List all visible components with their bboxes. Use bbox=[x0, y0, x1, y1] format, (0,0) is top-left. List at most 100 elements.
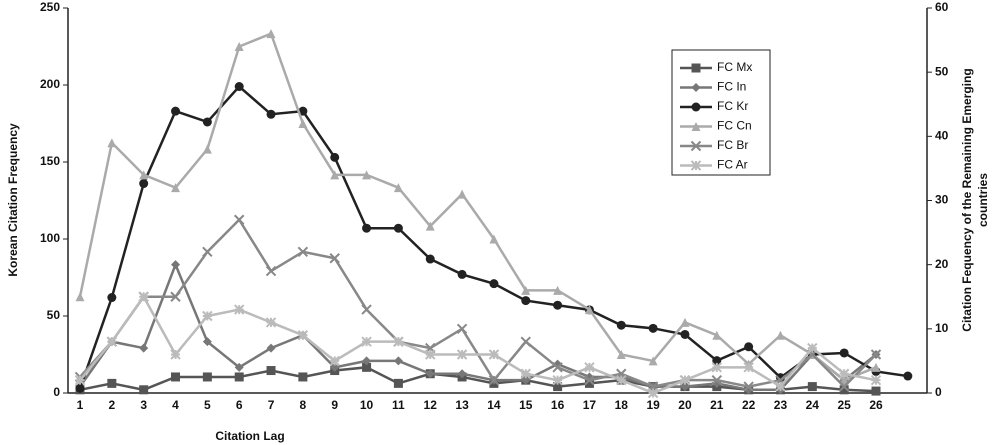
marker bbox=[553, 382, 563, 392]
marker bbox=[679, 374, 691, 386]
marker bbox=[743, 362, 754, 373]
legend-label: FC Mx bbox=[717, 60, 752, 74]
y2-axis-label: countries bbox=[976, 173, 990, 227]
y2-tick-label: 50 bbox=[935, 64, 949, 78]
x-tick-label: 19 bbox=[646, 398, 660, 412]
marker bbox=[139, 179, 149, 189]
y2-tick-label: 10 bbox=[935, 321, 949, 335]
marker bbox=[489, 279, 499, 289]
marker bbox=[425, 254, 435, 264]
legend-marker bbox=[691, 102, 701, 112]
x-tick-label: 21 bbox=[710, 398, 724, 412]
marker bbox=[171, 372, 181, 382]
legend-label: FC Ar bbox=[717, 158, 748, 172]
marker bbox=[107, 378, 117, 388]
marker bbox=[266, 343, 276, 353]
marker bbox=[616, 374, 627, 386]
marker bbox=[234, 362, 244, 372]
marker bbox=[871, 386, 881, 396]
series-line bbox=[78, 32, 877, 382]
marker bbox=[234, 82, 244, 92]
marker bbox=[553, 285, 563, 295]
marker bbox=[265, 265, 277, 277]
marker bbox=[584, 378, 594, 388]
marker bbox=[584, 374, 595, 386]
marker bbox=[648, 323, 658, 333]
marker bbox=[329, 253, 340, 264]
series-line bbox=[79, 294, 877, 395]
marker bbox=[712, 356, 722, 366]
marker bbox=[361, 336, 372, 347]
marker bbox=[362, 223, 372, 233]
marker bbox=[553, 300, 563, 310]
marker bbox=[106, 336, 118, 347]
marker bbox=[425, 221, 435, 231]
marker bbox=[393, 356, 403, 366]
marker bbox=[680, 329, 690, 339]
legend-marker bbox=[691, 122, 701, 131]
marker bbox=[552, 362, 563, 373]
marker bbox=[521, 285, 531, 295]
marker bbox=[74, 374, 86, 386]
marker bbox=[838, 368, 850, 379]
x-tick-label: 20 bbox=[678, 398, 692, 412]
marker bbox=[362, 362, 372, 372]
x-tick-label: 8 bbox=[300, 398, 307, 412]
marker bbox=[266, 109, 276, 119]
marker bbox=[521, 296, 531, 306]
marker bbox=[711, 374, 723, 386]
x-tick-label: 13 bbox=[455, 398, 469, 412]
marker bbox=[233, 214, 245, 225]
x-tick-label: 12 bbox=[424, 398, 438, 412]
y-tick-label: 250 bbox=[40, 0, 60, 14]
marker bbox=[425, 369, 435, 379]
marker bbox=[616, 350, 626, 359]
marker bbox=[202, 117, 212, 127]
marker bbox=[520, 368, 531, 379]
marker bbox=[775, 330, 785, 340]
x-tick-label: 18 bbox=[615, 398, 629, 412]
marker bbox=[552, 374, 563, 386]
marker bbox=[456, 349, 468, 360]
marker bbox=[107, 138, 117, 148]
marker bbox=[139, 170, 149, 180]
y2-tick-label: 40 bbox=[935, 129, 949, 143]
marker bbox=[712, 330, 722, 340]
marker bbox=[202, 337, 212, 347]
marker bbox=[711, 362, 723, 373]
marker bbox=[171, 260, 181, 270]
marker bbox=[139, 385, 149, 395]
marker bbox=[298, 119, 308, 128]
y-tick-label: 100 bbox=[40, 231, 60, 245]
x-tick-label: 26 bbox=[869, 398, 883, 412]
x-tick-label: 23 bbox=[774, 398, 788, 412]
marker bbox=[75, 292, 85, 302]
marker bbox=[361, 304, 372, 315]
marker bbox=[584, 362, 595, 373]
marker bbox=[457, 369, 467, 379]
marker bbox=[584, 305, 594, 315]
marker bbox=[330, 170, 340, 180]
y-tick-label: 150 bbox=[40, 154, 60, 168]
legend-marker bbox=[691, 63, 701, 73]
x-tick-label: 2 bbox=[108, 398, 115, 412]
marker bbox=[744, 342, 754, 352]
marker bbox=[330, 152, 340, 162]
marker bbox=[171, 106, 181, 116]
marker bbox=[839, 348, 849, 358]
y-tick-label: 50 bbox=[47, 308, 61, 322]
marker bbox=[743, 381, 754, 392]
marker bbox=[362, 170, 372, 180]
marker bbox=[266, 29, 276, 39]
marker bbox=[297, 246, 309, 258]
legend-label: FC In bbox=[717, 80, 746, 94]
marker bbox=[170, 349, 181, 360]
marker bbox=[488, 374, 500, 386]
x-tick-label: 15 bbox=[519, 398, 533, 412]
marker bbox=[647, 387, 659, 399]
marker bbox=[489, 234, 499, 244]
marker bbox=[807, 382, 817, 392]
y-axis-label: Korean Citation Frequency bbox=[6, 123, 20, 277]
marker bbox=[775, 381, 786, 392]
